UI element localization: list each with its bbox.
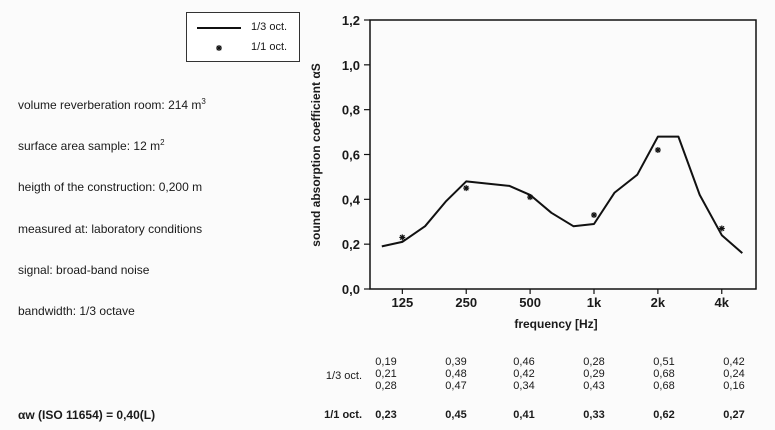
third-oct-value: 0,24	[723, 368, 745, 380]
third-oct-value: 0,48	[445, 368, 467, 380]
alpha-w-rating: αw (ISO 11654) = 0,40(L)	[18, 408, 156, 422]
octave-marker	[654, 147, 661, 153]
info-height: heigth of the construction: 0,200 m	[18, 180, 203, 194]
info-measured: measured at: laboratory conditions	[18, 222, 203, 236]
third-oct-value: 0,29	[583, 368, 605, 380]
octave-marker	[399, 234, 406, 241]
star-marker-icon	[216, 45, 222, 51]
third-oct-value: 0,68	[653, 380, 675, 392]
x-tick-label: 4k	[715, 295, 730, 310]
third-oct-value: 0,19	[375, 356, 397, 368]
one-oct-value: 0,27	[723, 409, 745, 421]
octave-marker	[527, 194, 534, 201]
info-signal: signal: broad-band noise	[18, 263, 150, 277]
third-oct-value: 0,46	[513, 356, 535, 368]
y-tick-label: 0,4	[342, 192, 361, 207]
legend-item-line: 1/3 oct.	[187, 19, 299, 37]
third-oct-value: 0,42	[513, 368, 535, 380]
legend-item-marker: 1/1 oct.	[187, 39, 299, 57]
octave-marker	[591, 212, 597, 218]
one-oct-value: 0,23	[375, 409, 397, 421]
series-line-third-octave	[381, 135, 743, 254]
one-oct-row-label: 1/1 oct.	[324, 409, 362, 421]
one-oct-value: 0,33	[583, 409, 605, 421]
one-oct-value: 0,62	[653, 409, 675, 421]
octave-marker	[463, 185, 470, 192]
third-oct-value: 0,68	[653, 368, 675, 380]
third-oct-value: 0,42	[723, 356, 745, 368]
one-oct-value: 0,45	[445, 409, 467, 421]
third-oct-value: 0,51	[653, 356, 675, 368]
third-oct-value: 0,16	[723, 380, 745, 392]
info-surface: surface area sample: 12 m2	[18, 138, 165, 153]
third-oct-value: 0,47	[445, 380, 467, 392]
octave-marker	[718, 225, 725, 232]
third-oct-value: 0,28	[583, 356, 605, 368]
y-tick-label: 1,0	[342, 58, 360, 73]
x-tick-label: 2k	[651, 295, 666, 310]
x-tick-label: 500	[519, 295, 541, 310]
legend: 1/3 oct. 1/1 oct.	[186, 12, 300, 62]
plot-frame	[369, 19, 757, 290]
one-oct-value: 0,41	[513, 409, 535, 421]
x-axis-label: frequency [Hz]	[514, 317, 597, 331]
legend-line-label: 1/3 oct.	[251, 21, 288, 33]
info-volume: volume reverberation room: 214 m3	[18, 97, 206, 112]
third-oct-value: 0,34	[513, 380, 535, 392]
third-oct-value: 0,21	[375, 368, 397, 380]
y-tick-label: 0,6	[342, 148, 360, 163]
y-tick-label: 0,8	[342, 103, 360, 118]
third-oct-value: 0,39	[445, 356, 467, 368]
absorption-chart: 0,0 0,2 0,4 0,6 0,8 1,0 1,2 125 250 500 1k 2k 4k so…	[309, 13, 757, 331]
y-axis-label: sound absorption coefficient αS	[309, 63, 323, 246]
third-oct-row-label: 1/3 oct.	[325, 370, 362, 382]
x-tick-label: 1k	[587, 295, 602, 310]
y-tick-label: 1,2	[342, 13, 360, 28]
y-axis-ticks: 0,0 0,2 0,4 0,6 0,8 1,0 1,2	[342, 13, 370, 297]
legend-marker-label: 1/1 oct.	[251, 41, 288, 53]
x-tick-label: 125	[391, 295, 413, 310]
line-swatch	[197, 27, 241, 29]
info-bandwidth: bandwidth: 1/3 octave	[18, 304, 135, 318]
x-tick-label: 250	[455, 295, 477, 310]
y-tick-label: 0,0	[342, 282, 360, 297]
third-oct-value: 0,43	[583, 380, 605, 392]
y-tick-label: 0,2	[342, 237, 360, 252]
x-axis-ticks: 125 250 500 1k 2k 4k	[391, 289, 730, 310]
third-oct-value: 0,28	[375, 380, 397, 392]
